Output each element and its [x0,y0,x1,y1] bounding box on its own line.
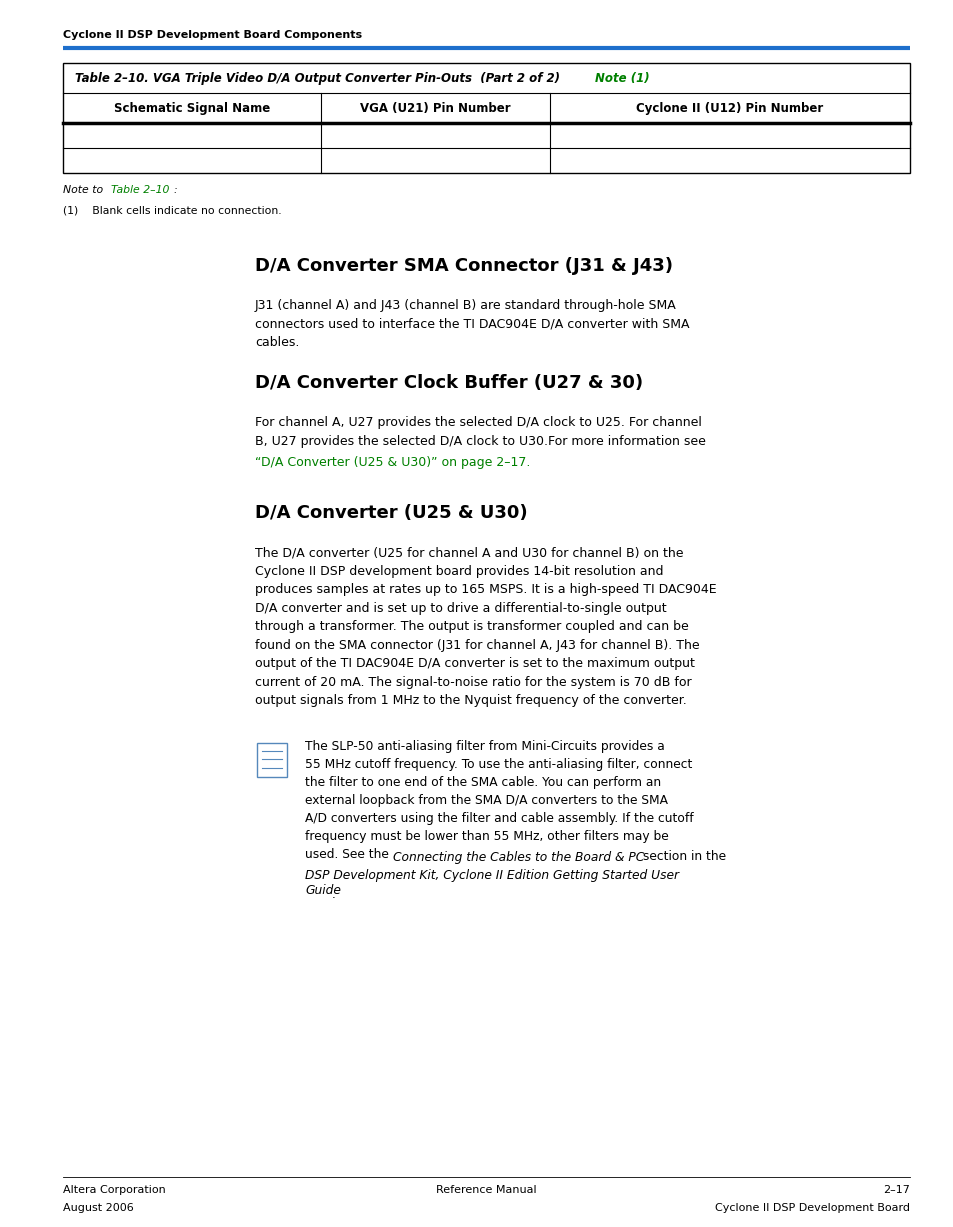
Text: D/A Converter (U25 & U30): D/A Converter (U25 & U30) [254,504,527,521]
Text: Table 2–10. VGA Triple Video D/A Output Converter Pin-Outs  (Part 2 of 2): Table 2–10. VGA Triple Video D/A Output … [75,71,563,85]
Text: :: : [172,185,176,195]
Text: D/A Converter SMA Connector (J31 & J43): D/A Converter SMA Connector (J31 & J43) [254,256,672,275]
Text: Schematic Signal Name: Schematic Signal Name [114,102,270,114]
Text: 2–17: 2–17 [882,1185,909,1195]
Text: Connecting the Cables to the Board & PC: Connecting the Cables to the Board & PC [393,850,644,864]
Text: Cyclone II (U12) Pin Number: Cyclone II (U12) Pin Number [636,102,822,114]
Text: The SLP-50 anti-aliasing filter from Mini-Circuits provides a
55 MHz cutoff freq: The SLP-50 anti-aliasing filter from Min… [305,740,693,860]
Text: Note (1): Note (1) [595,71,649,85]
Text: Table 2–10: Table 2–10 [111,185,170,195]
Text: For channel A, U27 provides the selected D/A clock to U25. For channel
B, U27 pr: For channel A, U27 provides the selected… [254,416,705,448]
Text: Altera Corporation: Altera Corporation [63,1185,166,1195]
Text: VGA (U21) Pin Number: VGA (U21) Pin Number [360,102,511,114]
Text: DSP Development Kit, Cyclone II Edition Getting Started User
Guide: DSP Development Kit, Cyclone II Edition … [305,869,679,897]
Bar [63,63,909,173]
Text: J31 (channel A) and J43 (channel B) are standard through-hole SMA
connectors use: J31 (channel A) and J43 (channel B) are … [254,299,689,348]
Text: “D/A Converter (U25 & U30)” on page 2–17.: “D/A Converter (U25 & U30)” on page 2–17… [254,456,530,469]
Text: Reference Manual: Reference Manual [436,1185,537,1195]
Text: Note to: Note to [63,185,107,195]
Text: The D/A converter (U25 for channel A and U30 for channel B) on the
Cyclone II DS: The D/A converter (U25 for channel A and… [254,546,716,707]
FancyBboxPatch shape [256,742,287,777]
Text: (1)    Blank cells indicate no connection.: (1) Blank cells indicate no connection. [63,205,281,215]
Text: Cyclone II DSP Development Board Components: Cyclone II DSP Development Board Compone… [63,29,362,40]
Text: D/A Converter Clock Buffer (U27 & 30): D/A Converter Clock Buffer (U27 & 30) [254,374,642,391]
Text: August 2006: August 2006 [63,1202,133,1214]
Text: Cyclone II DSP Development Board: Cyclone II DSP Development Board [714,1202,909,1214]
Text: .: . [332,887,335,901]
Text: section in the: section in the [639,850,725,864]
